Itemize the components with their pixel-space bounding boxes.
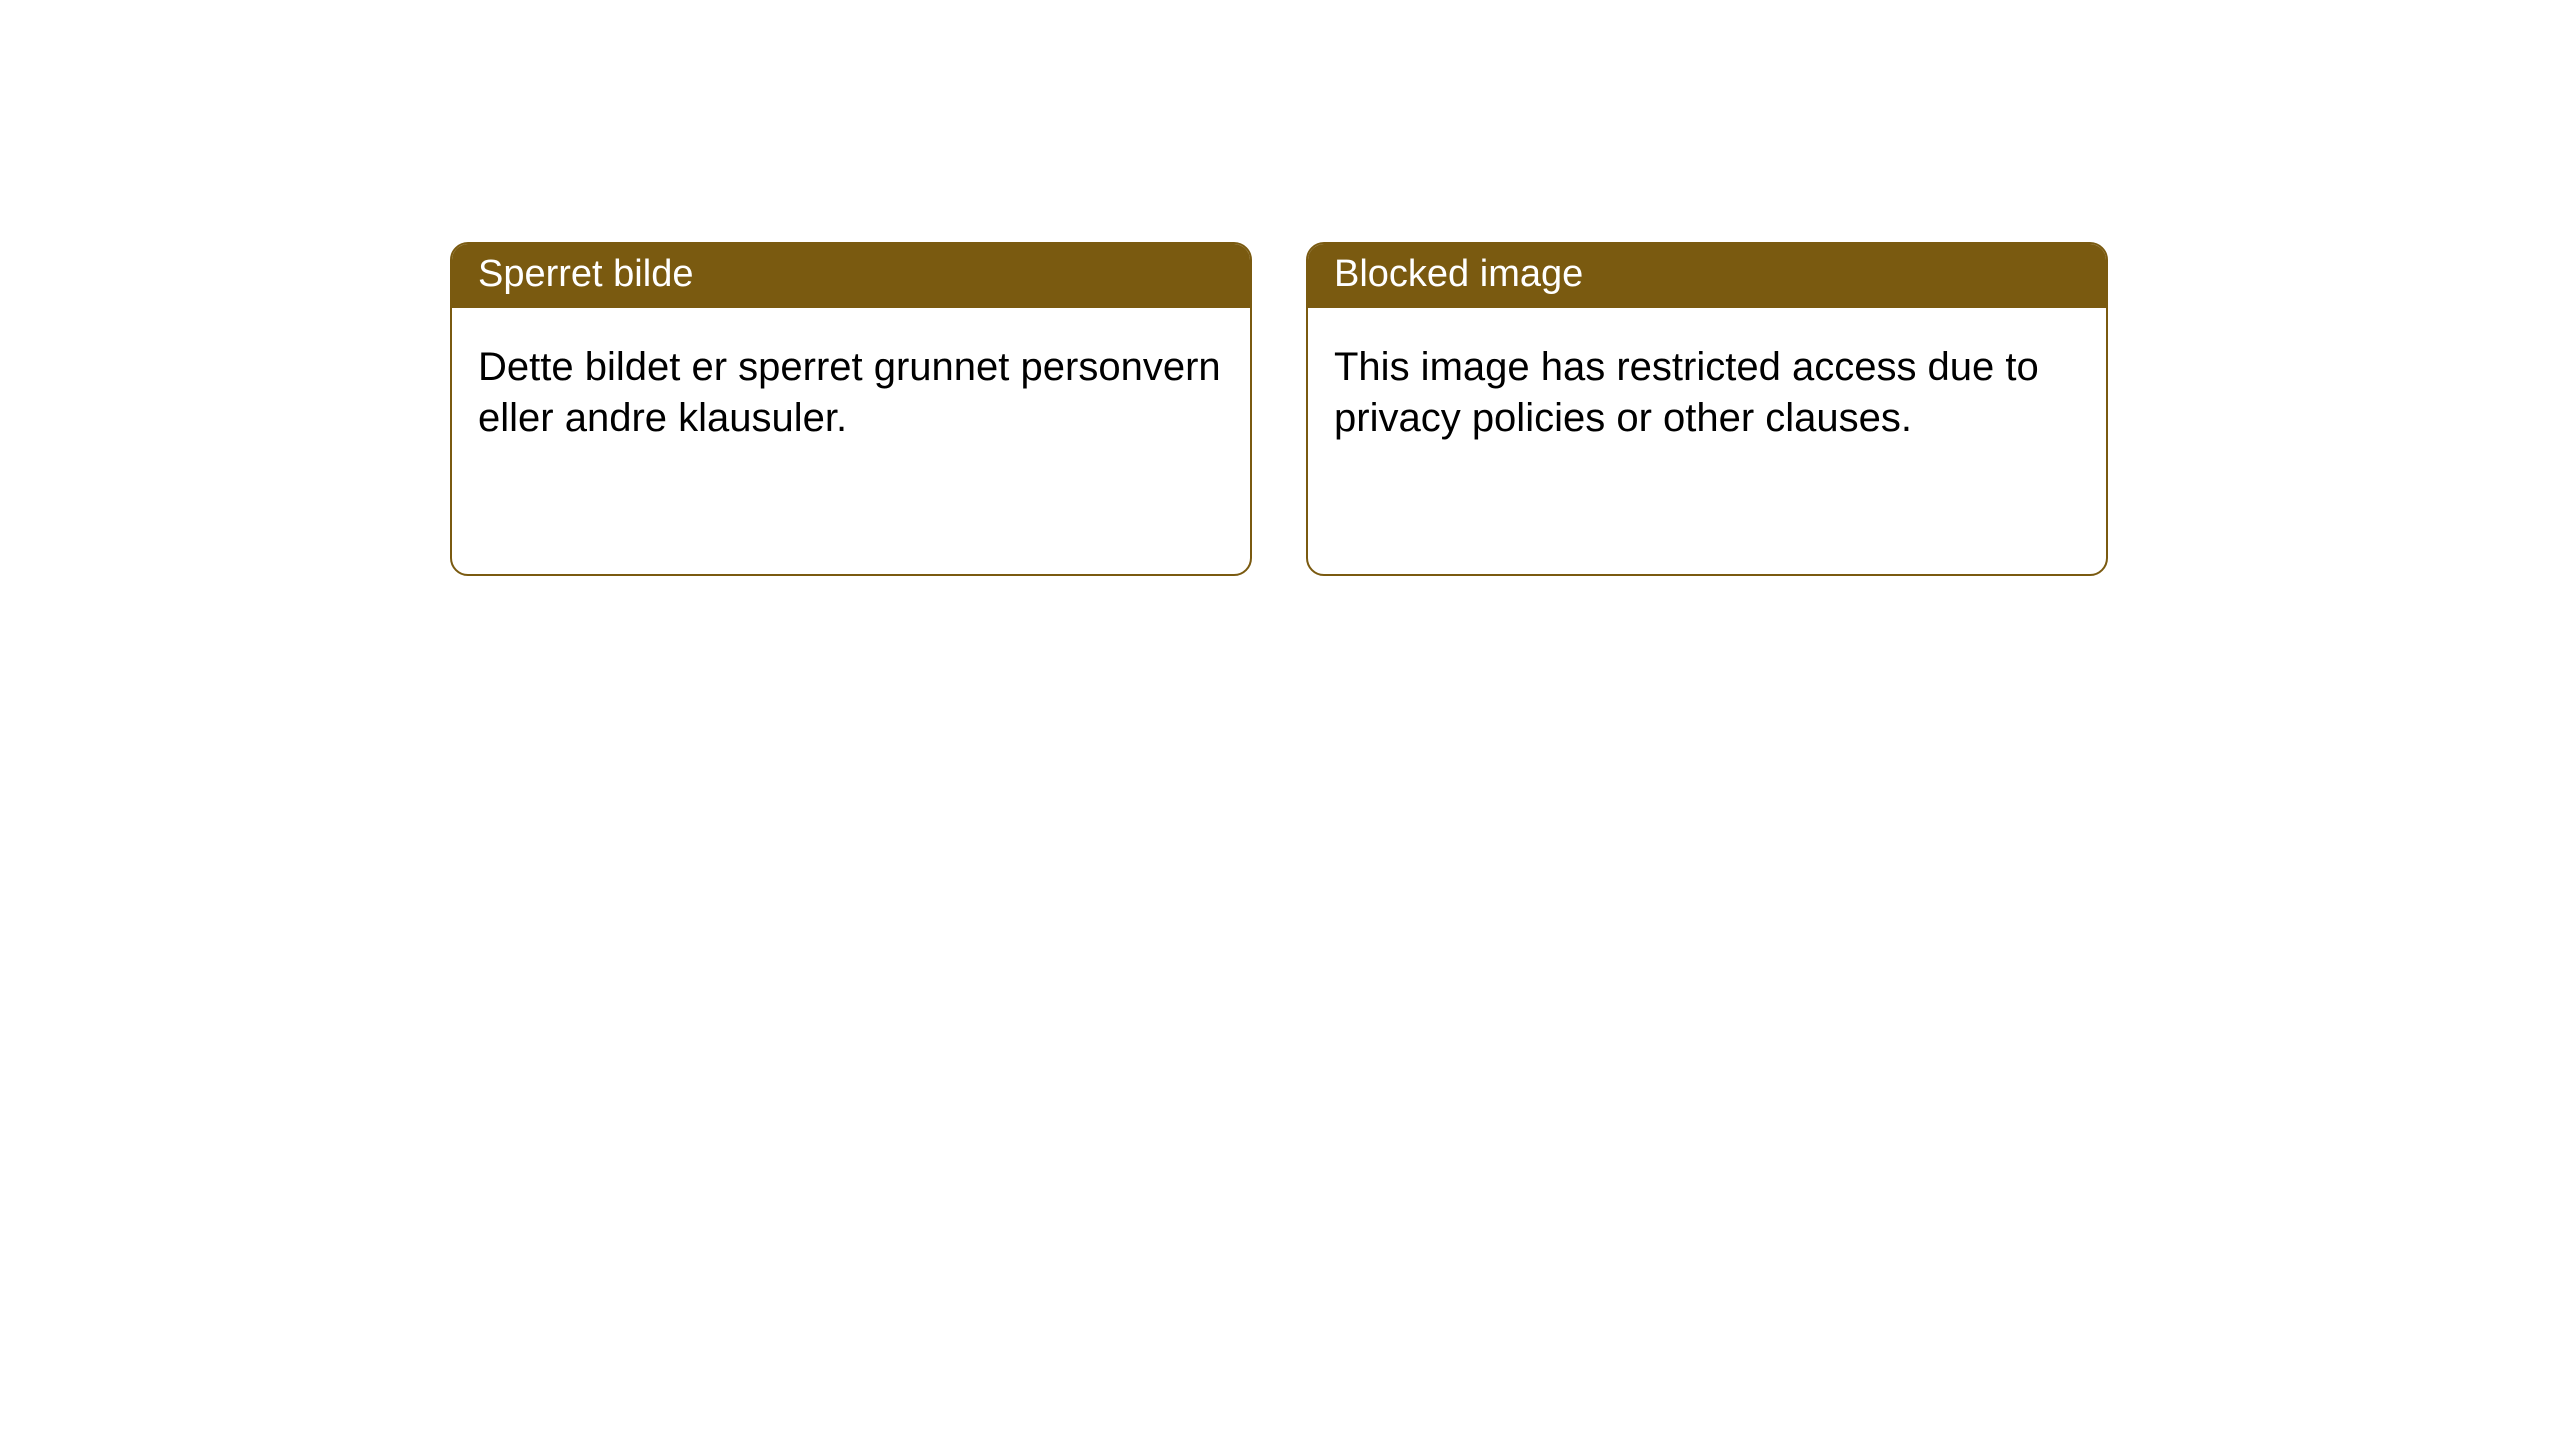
notice-card-en: Blocked image This image has restricted … [1306, 242, 2108, 576]
notice-container: Sperret bilde Dette bildet er sperret gr… [0, 0, 2560, 576]
notice-body-no: Dette bildet er sperret grunnet personve… [452, 308, 1250, 574]
notice-card-no: Sperret bilde Dette bildet er sperret gr… [450, 242, 1252, 576]
notice-title-en: Blocked image [1308, 244, 2106, 308]
notice-body-en: This image has restricted access due to … [1308, 308, 2106, 574]
notice-title-no: Sperret bilde [452, 244, 1250, 308]
